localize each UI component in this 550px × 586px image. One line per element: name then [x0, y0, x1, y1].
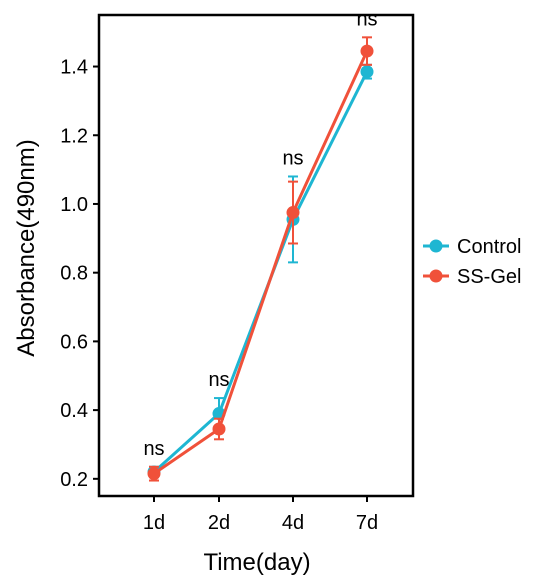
- x-tick-label: 7d: [356, 512, 378, 534]
- data-point: [147, 467, 161, 481]
- significance-label: ns: [143, 438, 164, 460]
- legend-item: SS-Gel: [423, 266, 521, 288]
- series-line: [152, 71, 369, 474]
- significance-label: ns: [356, 8, 377, 30]
- data-point: [360, 44, 374, 58]
- y-axis-title: Absorbance(490nm): [13, 139, 40, 356]
- y-tick-label: 1.4: [60, 57, 88, 79]
- plot-panel-border: [97, 13, 415, 498]
- axes: 0.2 0.4 0.6 0.8 1.0 1.2 1.4 1d 2d 4d 7d: [60, 13, 415, 534]
- x-axis-title: Time(day): [203, 549, 310, 576]
- x-tick-label: 4d: [282, 512, 304, 534]
- legend-swatch-marker: [429, 269, 443, 283]
- y-tick-label: 1.0: [60, 194, 88, 216]
- significance-label: ns: [208, 369, 229, 391]
- y-tick-label: 1.2: [60, 125, 88, 147]
- series-control: [147, 63, 374, 479]
- significance-label: ns: [282, 147, 303, 169]
- data-point: [286, 206, 300, 220]
- y-tick-label: 0.8: [60, 263, 88, 285]
- legend-label: SS-Gel: [457, 266, 521, 288]
- annotations: ns ns ns ns: [143, 8, 377, 459]
- y-tick-label: 0.4: [60, 400, 88, 422]
- legend: Control SS-Gel: [423, 236, 521, 288]
- x-tick-label: 1d: [143, 512, 165, 534]
- series-layer: [147, 36, 374, 482]
- x-tick-label: 2d: [208, 512, 230, 534]
- legend-label: Control: [457, 236, 521, 258]
- series-line: [153, 50, 369, 475]
- data-point: [212, 422, 226, 436]
- series-ss-gel: [147, 36, 374, 482]
- y-tick-label: 0.2: [60, 469, 88, 491]
- y-tick-label: 0.6: [60, 331, 88, 353]
- data-point: [360, 65, 374, 79]
- legend-item: Control: [423, 236, 521, 258]
- legend-swatch-marker: [429, 239, 443, 253]
